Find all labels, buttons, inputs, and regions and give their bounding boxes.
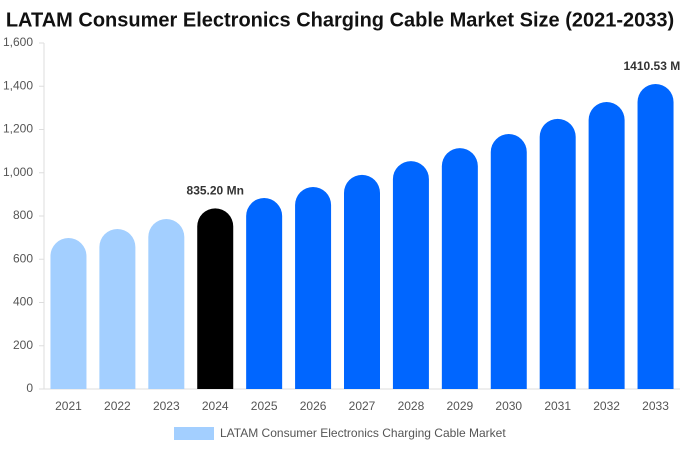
bar bbox=[246, 198, 283, 389]
legend-label: LATAM Consumer Electronics Charging Cabl… bbox=[220, 426, 506, 440]
bar bbox=[295, 187, 332, 389]
y-tick-label: 0 bbox=[26, 381, 33, 395]
y-tick-label: 1,200 bbox=[3, 122, 33, 136]
bar bbox=[344, 174, 380, 389]
bar bbox=[50, 238, 87, 389]
x-tick-label: 2030 bbox=[495, 399, 522, 413]
bar bbox=[539, 118, 576, 389]
x-tick-label: 2032 bbox=[593, 399, 620, 413]
bar bbox=[490, 134, 527, 389]
x-tick-label: 2021 bbox=[55, 399, 82, 413]
bar bbox=[588, 102, 625, 389]
bar bbox=[441, 148, 478, 389]
chart-title: LATAM Consumer Electronics Charging Cabl… bbox=[6, 9, 674, 31]
y-tick-label: 1,400 bbox=[3, 78, 33, 92]
bar bbox=[637, 83, 674, 389]
value-label: 1410.53 Mn bbox=[624, 59, 680, 73]
x-tick-label: 2033 bbox=[642, 399, 669, 413]
x-tick-label: 2029 bbox=[446, 399, 473, 413]
y-tick-label: 1,600 bbox=[3, 35, 33, 49]
legend-swatch bbox=[174, 427, 214, 440]
bar bbox=[392, 161, 429, 389]
y-tick-label: 400 bbox=[13, 295, 33, 309]
value-label: 835.20 Mn bbox=[187, 184, 244, 198]
x-tick-label: 2026 bbox=[300, 399, 327, 413]
x-tick-label: 2022 bbox=[104, 399, 131, 413]
bar bbox=[148, 219, 185, 389]
x-tick-label: 2023 bbox=[153, 399, 180, 413]
x-tick-label: 2028 bbox=[398, 399, 425, 413]
x-tick-label: 2027 bbox=[349, 399, 376, 413]
y-tick-label: 800 bbox=[13, 208, 33, 222]
bar bbox=[197, 208, 234, 389]
bar bbox=[99, 228, 136, 389]
x-tick-label: 2024 bbox=[202, 399, 229, 413]
x-tick-label: 2031 bbox=[544, 399, 571, 413]
y-tick-label: 200 bbox=[13, 338, 33, 352]
y-tick-label: 1,000 bbox=[3, 165, 33, 179]
x-tick-label: 2025 bbox=[251, 399, 278, 413]
y-tick-label: 600 bbox=[13, 251, 33, 265]
